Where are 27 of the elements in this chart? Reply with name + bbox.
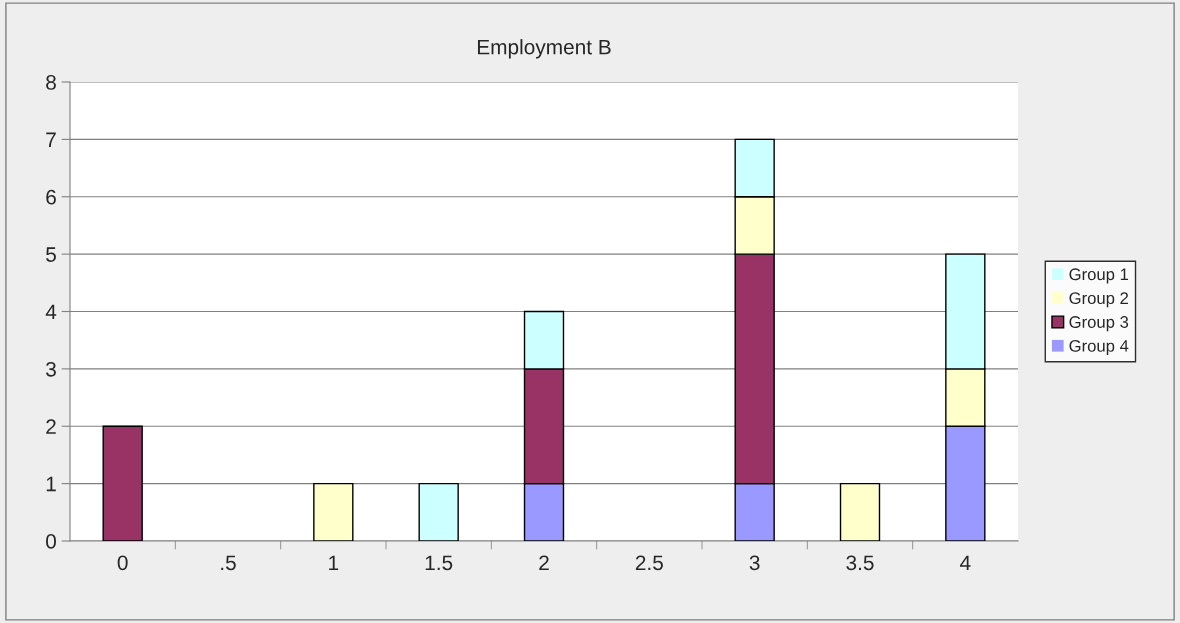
x-tick-label: 0 xyxy=(117,555,128,571)
legend-label: Group 3 xyxy=(1069,316,1129,332)
legend-label: Group 1 xyxy=(1069,268,1129,284)
legend-label: Group 4 xyxy=(1069,339,1129,356)
y-tick-label: 5 xyxy=(46,247,56,262)
y-tick-label: 4 xyxy=(45,304,57,320)
y-tick-label: 7 xyxy=(46,132,56,147)
y-tick-label: 1 xyxy=(46,476,56,492)
bar xyxy=(102,425,143,541)
x-tick-label: 3 xyxy=(749,555,760,571)
x-tick-label: 1.5 xyxy=(425,555,453,571)
x-tick-label: 2.5 xyxy=(635,555,663,571)
y-tick-label: 2 xyxy=(46,419,56,434)
bar xyxy=(839,482,881,541)
x-tick-label: 2 xyxy=(539,555,549,570)
chart-title: Employment B xyxy=(477,39,611,59)
y-tick-label: 8 xyxy=(46,75,56,90)
x-tick-label: .5 xyxy=(221,555,236,571)
x-tick-label: 1 xyxy=(329,555,339,570)
y-tick-label: 6 xyxy=(46,189,56,205)
x-tick-label: 3.5 xyxy=(846,555,874,571)
legend-label: Group 2 xyxy=(1069,292,1129,308)
bar xyxy=(418,482,459,541)
x-tick-label: 4 xyxy=(960,555,971,570)
y-tick-label: 3 xyxy=(46,361,56,377)
bar xyxy=(313,482,354,541)
y-tick-label: 0 xyxy=(46,534,56,549)
